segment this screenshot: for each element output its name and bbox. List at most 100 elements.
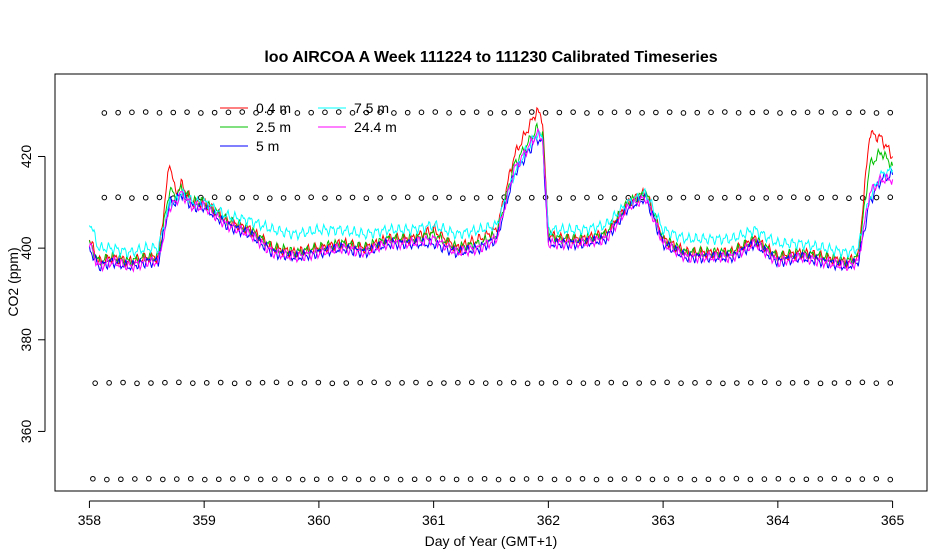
reference-point: [666, 109, 673, 115]
reference-point: [481, 475, 488, 482]
reference-point: [817, 476, 824, 482]
reference-point: [439, 475, 446, 482]
reference-point: [120, 379, 126, 386]
reference-point: [245, 380, 252, 386]
reference-point: [720, 380, 726, 387]
reference-point: [231, 380, 238, 387]
reference-point: [446, 110, 452, 116]
reference-point: [556, 195, 563, 202]
reference-point: [831, 380, 838, 386]
reference-point: [579, 475, 586, 482]
y-tick-label: 360: [18, 420, 34, 444]
reference-point: [174, 476, 180, 482]
reference-point: [377, 195, 383, 201]
reference-point: [432, 194, 439, 201]
reference-point: [280, 195, 287, 201]
reference-point: [253, 110, 259, 116]
reference-point: [391, 110, 397, 116]
reference-point: [859, 379, 866, 386]
reference-point: [294, 194, 301, 201]
reference-point: [495, 476, 502, 483]
reference-point: [509, 476, 516, 483]
reference-point: [664, 379, 670, 386]
reference-point: [775, 475, 782, 482]
reference-point: [565, 476, 572, 482]
reference-point: [790, 194, 797, 201]
reference-point: [763, 109, 769, 115]
reference-point: [329, 380, 336, 387]
reference-point: [845, 476, 852, 483]
legend: 0.4 m 2.5 m 5 m 7.5 m 24.4 m: [220, 100, 397, 154]
reference-point: [399, 380, 405, 386]
reference-point: [313, 476, 320, 483]
reference-point: [663, 476, 670, 482]
x-tick-label: 365: [881, 512, 905, 528]
legend-label: 24.4 m: [354, 119, 397, 135]
reference-point: [134, 380, 140, 387]
reference-point: [299, 476, 306, 483]
reference-point: [413, 379, 419, 386]
reference-point: [747, 476, 754, 483]
reference-point: [653, 195, 659, 202]
reference-point: [211, 194, 218, 201]
reference-point: [719, 476, 726, 482]
reference-point: [607, 476, 614, 483]
reference-point: [611, 109, 618, 116]
reference-point: [198, 110, 204, 116]
reference-point: [118, 476, 124, 483]
x-tick-label: 361: [422, 512, 446, 528]
reference-point: [418, 109, 425, 116]
reference-point: [608, 379, 615, 386]
y-tick-label: 380: [18, 328, 34, 352]
x-axis-label: Day of Year (GMT+1): [425, 533, 558, 549]
x-tick-label: 363: [651, 512, 675, 528]
reference-point: [708, 109, 714, 116]
reference-point: [239, 109, 246, 115]
reference-point: [273, 379, 280, 386]
reference-point: [515, 195, 521, 201]
reference-point: [184, 109, 190, 115]
reference-point: [187, 475, 194, 482]
reference-point: [285, 475, 292, 482]
reference-point: [763, 195, 769, 201]
reference-points-layer: [90, 109, 894, 483]
reference-point: [832, 110, 838, 116]
reference-point: [142, 194, 149, 201]
reference-point: [385, 380, 391, 386]
reference-point: [790, 109, 797, 116]
reference-point: [761, 476, 768, 482]
reference-point: [335, 194, 342, 201]
reference-point: [427, 380, 433, 387]
reference-point: [804, 109, 811, 116]
reference-point: [271, 476, 278, 482]
reference-point: [377, 109, 383, 115]
reference-point: [649, 476, 656, 483]
reference-point: [101, 194, 108, 201]
reference-point: [706, 379, 712, 386]
reference-point: [691, 476, 698, 483]
reference-point: [887, 380, 894, 386]
reference-point: [501, 109, 508, 116]
reference-point: [363, 195, 370, 202]
reference-point: [625, 109, 632, 115]
reference-point: [570, 195, 576, 201]
reference-point: [873, 380, 880, 386]
reference-point: [418, 195, 425, 201]
reference-point: [887, 109, 894, 116]
reference-point: [542, 110, 549, 116]
reference-point: [523, 476, 530, 482]
reference-point: [817, 380, 824, 387]
x-tick-label: 360: [307, 512, 331, 528]
reference-point: [621, 476, 628, 482]
reference-point: [611, 195, 618, 201]
reference-point: [106, 380, 112, 386]
reference-point: [115, 194, 121, 201]
reference-point: [467, 476, 474, 482]
reference-point: [156, 110, 163, 116]
reference-point: [789, 380, 796, 386]
reference-point: [593, 476, 600, 483]
reference-point: [831, 475, 838, 482]
reference-point: [460, 109, 466, 116]
reference-point: [859, 109, 866, 115]
reference-point: [129, 195, 135, 201]
